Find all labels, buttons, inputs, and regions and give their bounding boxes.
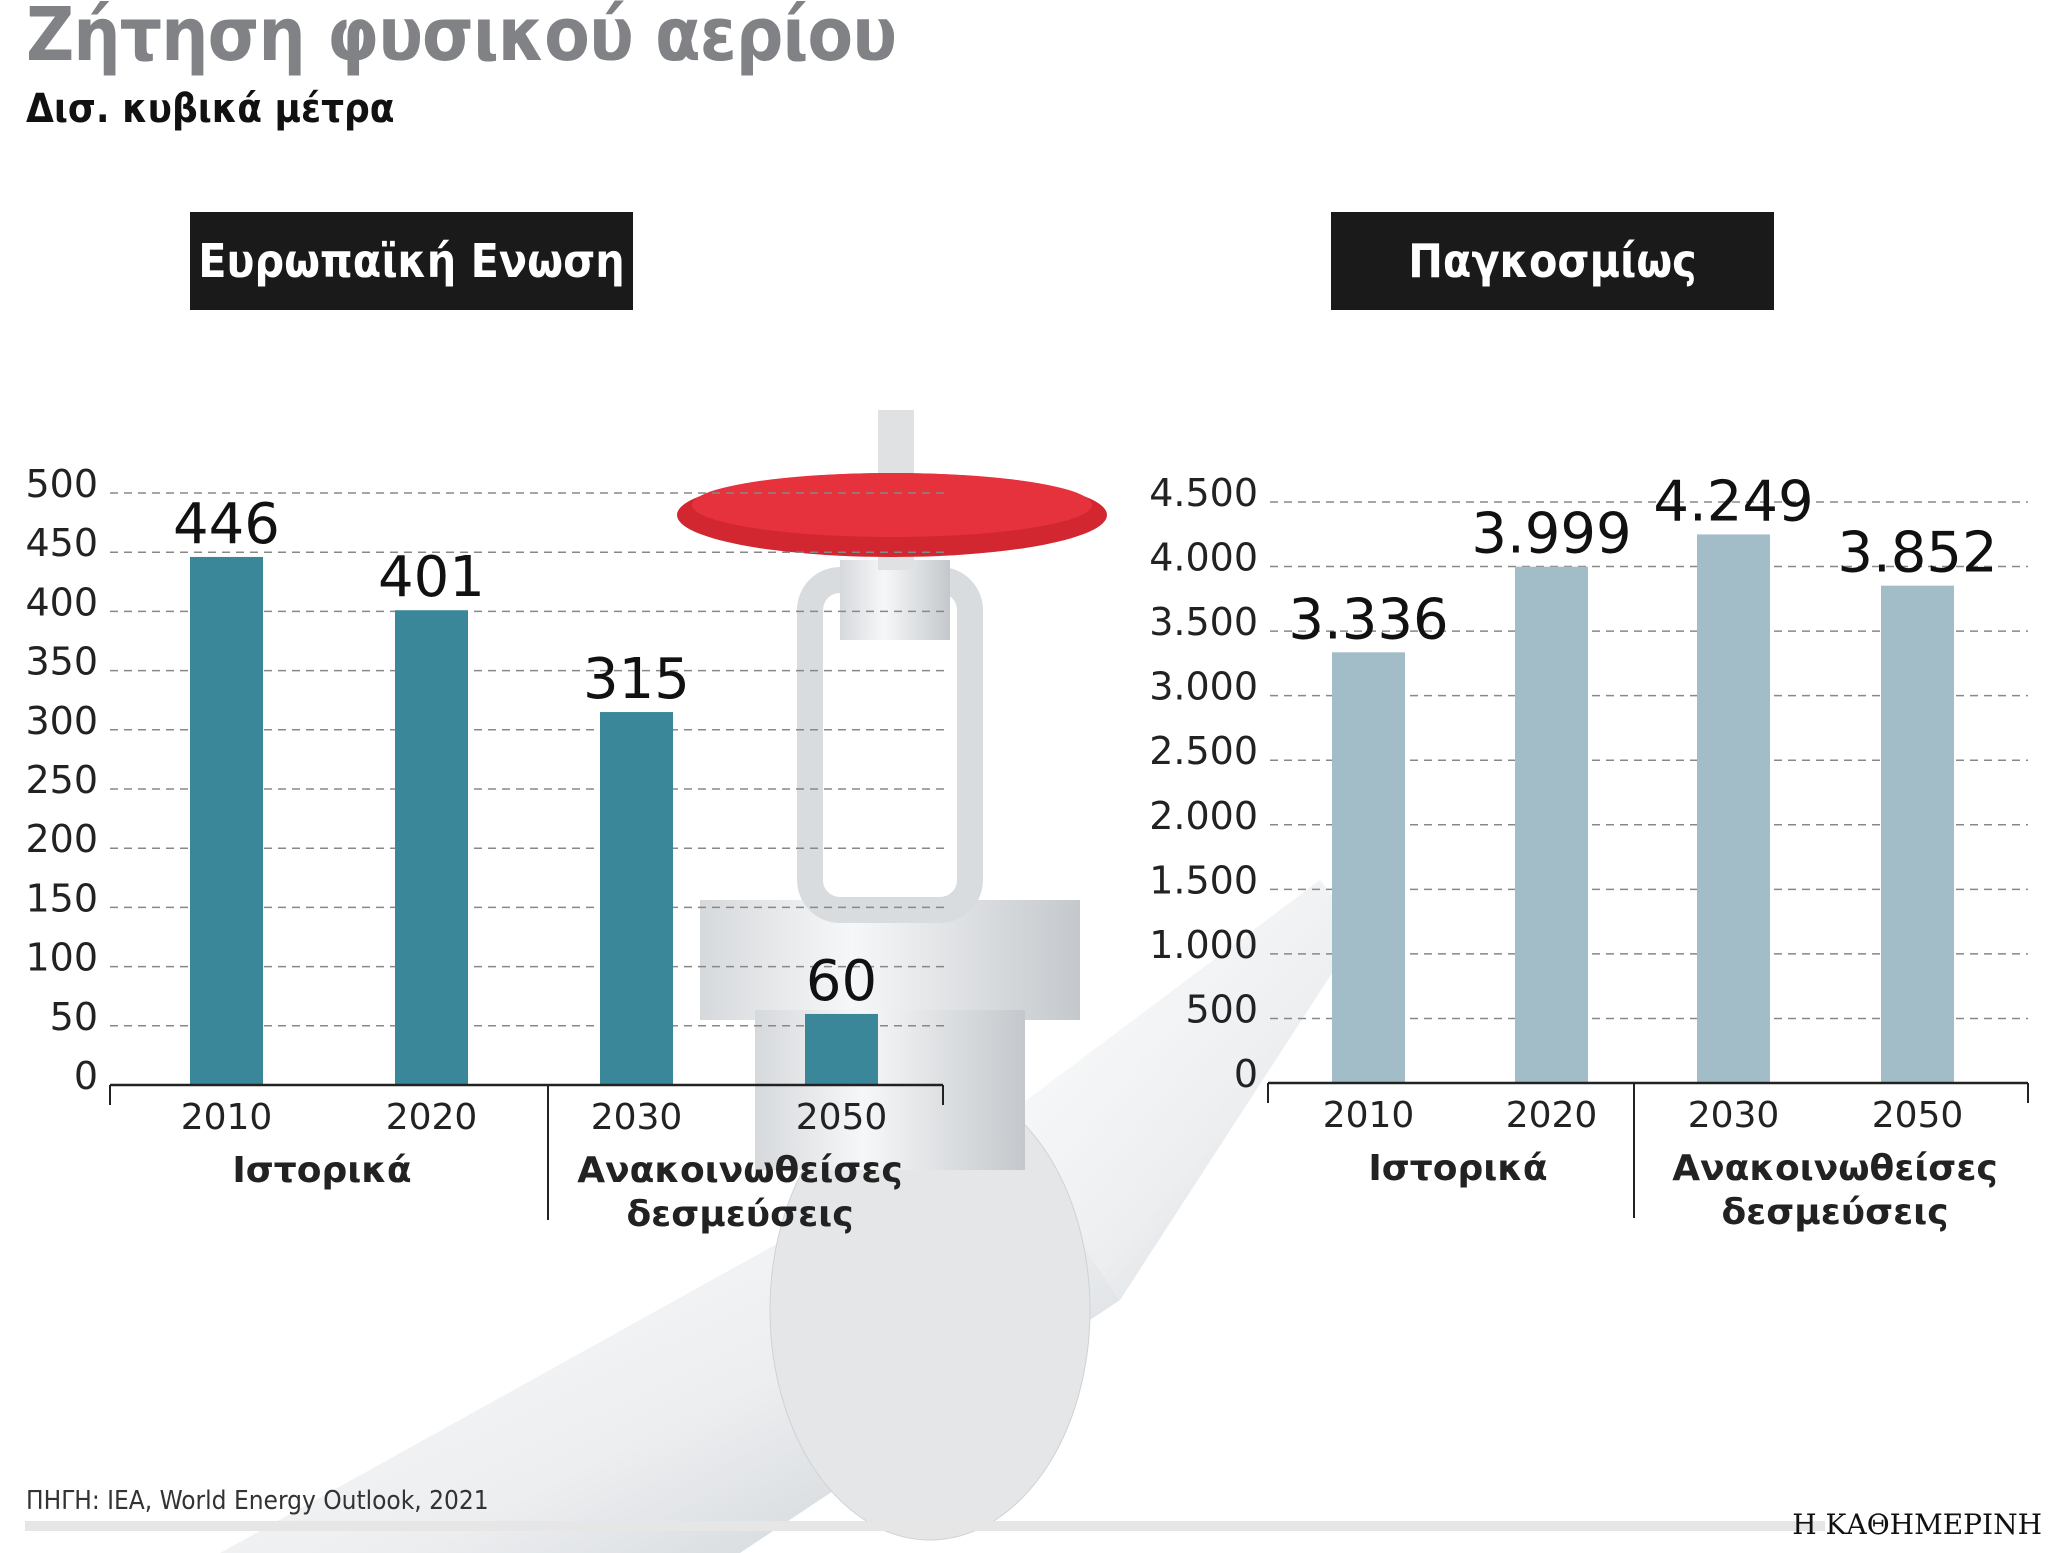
world-group-label: Ανακοινωθείσες xyxy=(1672,1148,1997,1189)
eu-ytick-label: 150 xyxy=(25,876,98,920)
eu-value-label: 60 xyxy=(806,949,877,1014)
pipe-far xyxy=(1000,880,1360,1300)
world-value-label: 3.336 xyxy=(1288,587,1448,652)
eu-value-label: 315 xyxy=(583,647,690,712)
eu-ytick-label: 50 xyxy=(50,995,98,1039)
world-ytick-label: 1.000 xyxy=(1149,923,1258,967)
eu-xtick-label: 2030 xyxy=(591,1097,683,1138)
world-ytick-label: 0 xyxy=(1234,1052,1258,1096)
eu-group-label: δεσμεύσεις xyxy=(626,1194,853,1235)
eu-ytick-label: 250 xyxy=(25,758,98,802)
world-xtick-label: 2050 xyxy=(1872,1095,1964,1136)
world-bar-2010 xyxy=(1332,652,1405,1083)
world-value-label: 3.999 xyxy=(1471,502,1631,567)
eu-ytick-label: 400 xyxy=(25,580,98,624)
eu-chart-title: Ευρωπαϊκή Ενωση xyxy=(190,212,633,310)
valve-bonnet xyxy=(840,560,950,640)
eu-group-label: Ανακοινωθείσες xyxy=(577,1150,902,1191)
world-xtick-label: 2020 xyxy=(1506,1095,1598,1136)
world-ytick-label: 4.000 xyxy=(1149,536,1258,580)
eu-value-label: 446 xyxy=(173,492,280,557)
eu-ytick-label: 300 xyxy=(25,699,98,743)
world-ytick-label: 1.500 xyxy=(1149,858,1258,902)
eu-ytick-label: 450 xyxy=(25,521,98,565)
eu-xtick-label: 2020 xyxy=(386,1097,478,1138)
brand-logo: Η ΚΑΘΗΜΕΡΙΝΗ xyxy=(1792,1508,2042,1541)
eu-ytick-label: 200 xyxy=(25,817,98,861)
page-title: Ζήτηση φυσικού αερίου xyxy=(26,0,897,78)
eu-ytick-label: 100 xyxy=(25,936,98,980)
world-value-label: 4.249 xyxy=(1653,469,1813,534)
world-group-label: δεσμεύσεις xyxy=(1721,1192,1948,1233)
world-ytick-label: 3.500 xyxy=(1149,600,1258,644)
eu-ytick-label: 0 xyxy=(74,1054,98,1098)
world-bar-2050 xyxy=(1881,585,1954,1083)
footer-rule xyxy=(25,1521,1825,1531)
eu-xtick-label: 2050 xyxy=(796,1097,888,1138)
eu-bar-2010 xyxy=(190,556,263,1085)
world-xtick-label: 2010 xyxy=(1323,1095,1415,1136)
world-ytick-label: 3.000 xyxy=(1149,665,1258,709)
eu-xtick-label: 2010 xyxy=(181,1097,273,1138)
eu-ytick-label: 350 xyxy=(25,640,98,684)
world-ytick-label: 4.500 xyxy=(1149,471,1258,515)
world-chart-title: Παγκοσμίως xyxy=(1331,212,1774,310)
eu-bar-2050 xyxy=(805,1013,878,1085)
world-bar-2020 xyxy=(1515,566,1588,1083)
source-note: ΠΗΓΗ: IEA, World Energy Outlook, 2021 xyxy=(26,1486,489,1516)
eu-bar-2030 xyxy=(600,712,673,1085)
eu-bar-2020 xyxy=(395,610,468,1085)
world-group-label: Ιστορικά xyxy=(1368,1148,1547,1189)
page-subtitle: Δισ. κυβικά μέτρα xyxy=(26,86,395,132)
world-ytick-label: 500 xyxy=(1185,987,1258,1031)
eu-group-label: Ιστορικά xyxy=(232,1150,411,1191)
valve-lower xyxy=(755,1010,1025,1170)
world-xtick-label: 2030 xyxy=(1688,1095,1780,1136)
eu-value-label: 401 xyxy=(378,545,485,610)
world-value-label: 3.852 xyxy=(1837,521,1997,586)
world-ytick-label: 2.500 xyxy=(1149,729,1258,773)
world-ytick-label: 2.000 xyxy=(1149,794,1258,838)
eu-ytick-label: 500 xyxy=(25,462,98,506)
world-bar-2030 xyxy=(1697,534,1770,1083)
